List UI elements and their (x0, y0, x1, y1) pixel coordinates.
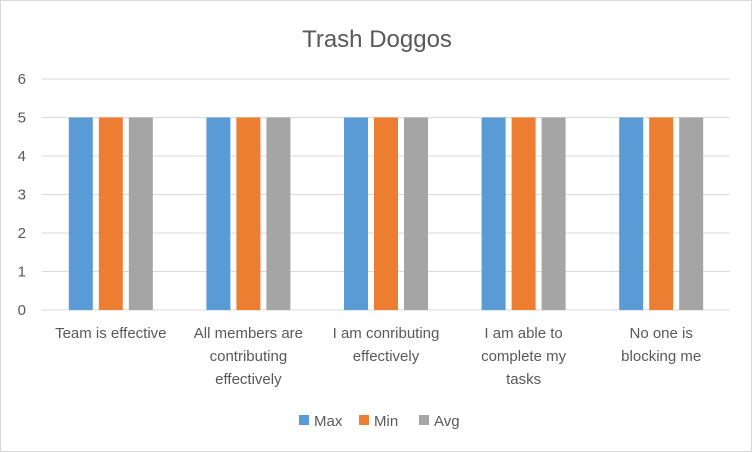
category-label: All members are (194, 325, 303, 342)
y-tick-label: 0 (18, 302, 26, 319)
bars (68, 117, 704, 310)
legend-label-avg: Avg (434, 413, 460, 430)
legend-swatch-min (359, 415, 369, 425)
y-tick-label: 2 (18, 225, 26, 242)
category-label: complete my (481, 348, 567, 365)
category-label: No one is (630, 325, 693, 342)
category-label: contributing (210, 348, 288, 365)
legend-swatch-avg (419, 415, 429, 425)
y-axis-tick-labels: 0 1 2 3 4 5 6 (18, 71, 26, 319)
bar-min-2 (374, 117, 398, 310)
category-label: I am able to (484, 325, 562, 342)
x-axis-category-labels: Team is effective All members are contribu… (55, 325, 701, 388)
bar-avg-4 (679, 117, 704, 310)
legend-swatch-max (299, 415, 309, 425)
category-label: Team is effective (55, 325, 166, 342)
y-tick-label: 5 (18, 110, 26, 127)
bar-max-3 (481, 117, 506, 310)
legend-label-min: Min (374, 413, 398, 430)
legend: Max Min Avg (299, 413, 460, 430)
bar-avg-3 (541, 117, 566, 310)
y-tick-label: 1 (18, 264, 26, 281)
bar-avg-1 (266, 117, 291, 310)
y-tick-label: 3 (18, 187, 26, 204)
category-label: tasks (506, 371, 541, 388)
bar-max-0 (68, 117, 93, 310)
category-label: blocking me (621, 348, 701, 365)
bar-avg-2 (404, 117, 428, 310)
bar-min-4 (649, 117, 674, 310)
y-tick-label: 4 (18, 148, 26, 165)
category-label: I am conributing (333, 325, 440, 342)
category-label: effectively (215, 371, 282, 388)
bar-max-4 (619, 117, 644, 310)
legend-label-max: Max (314, 413, 343, 430)
bar-avg-0 (128, 117, 153, 310)
y-tick-label: 6 (18, 71, 26, 88)
bar-max-1 (206, 117, 231, 310)
chart-title: Trash Doggos (302, 26, 452, 53)
bar-min-3 (511, 117, 536, 310)
bar-max-2 (344, 117, 368, 310)
bar-min-0 (98, 117, 123, 310)
bar-min-1 (236, 117, 261, 310)
category-label: effectively (353, 348, 420, 365)
